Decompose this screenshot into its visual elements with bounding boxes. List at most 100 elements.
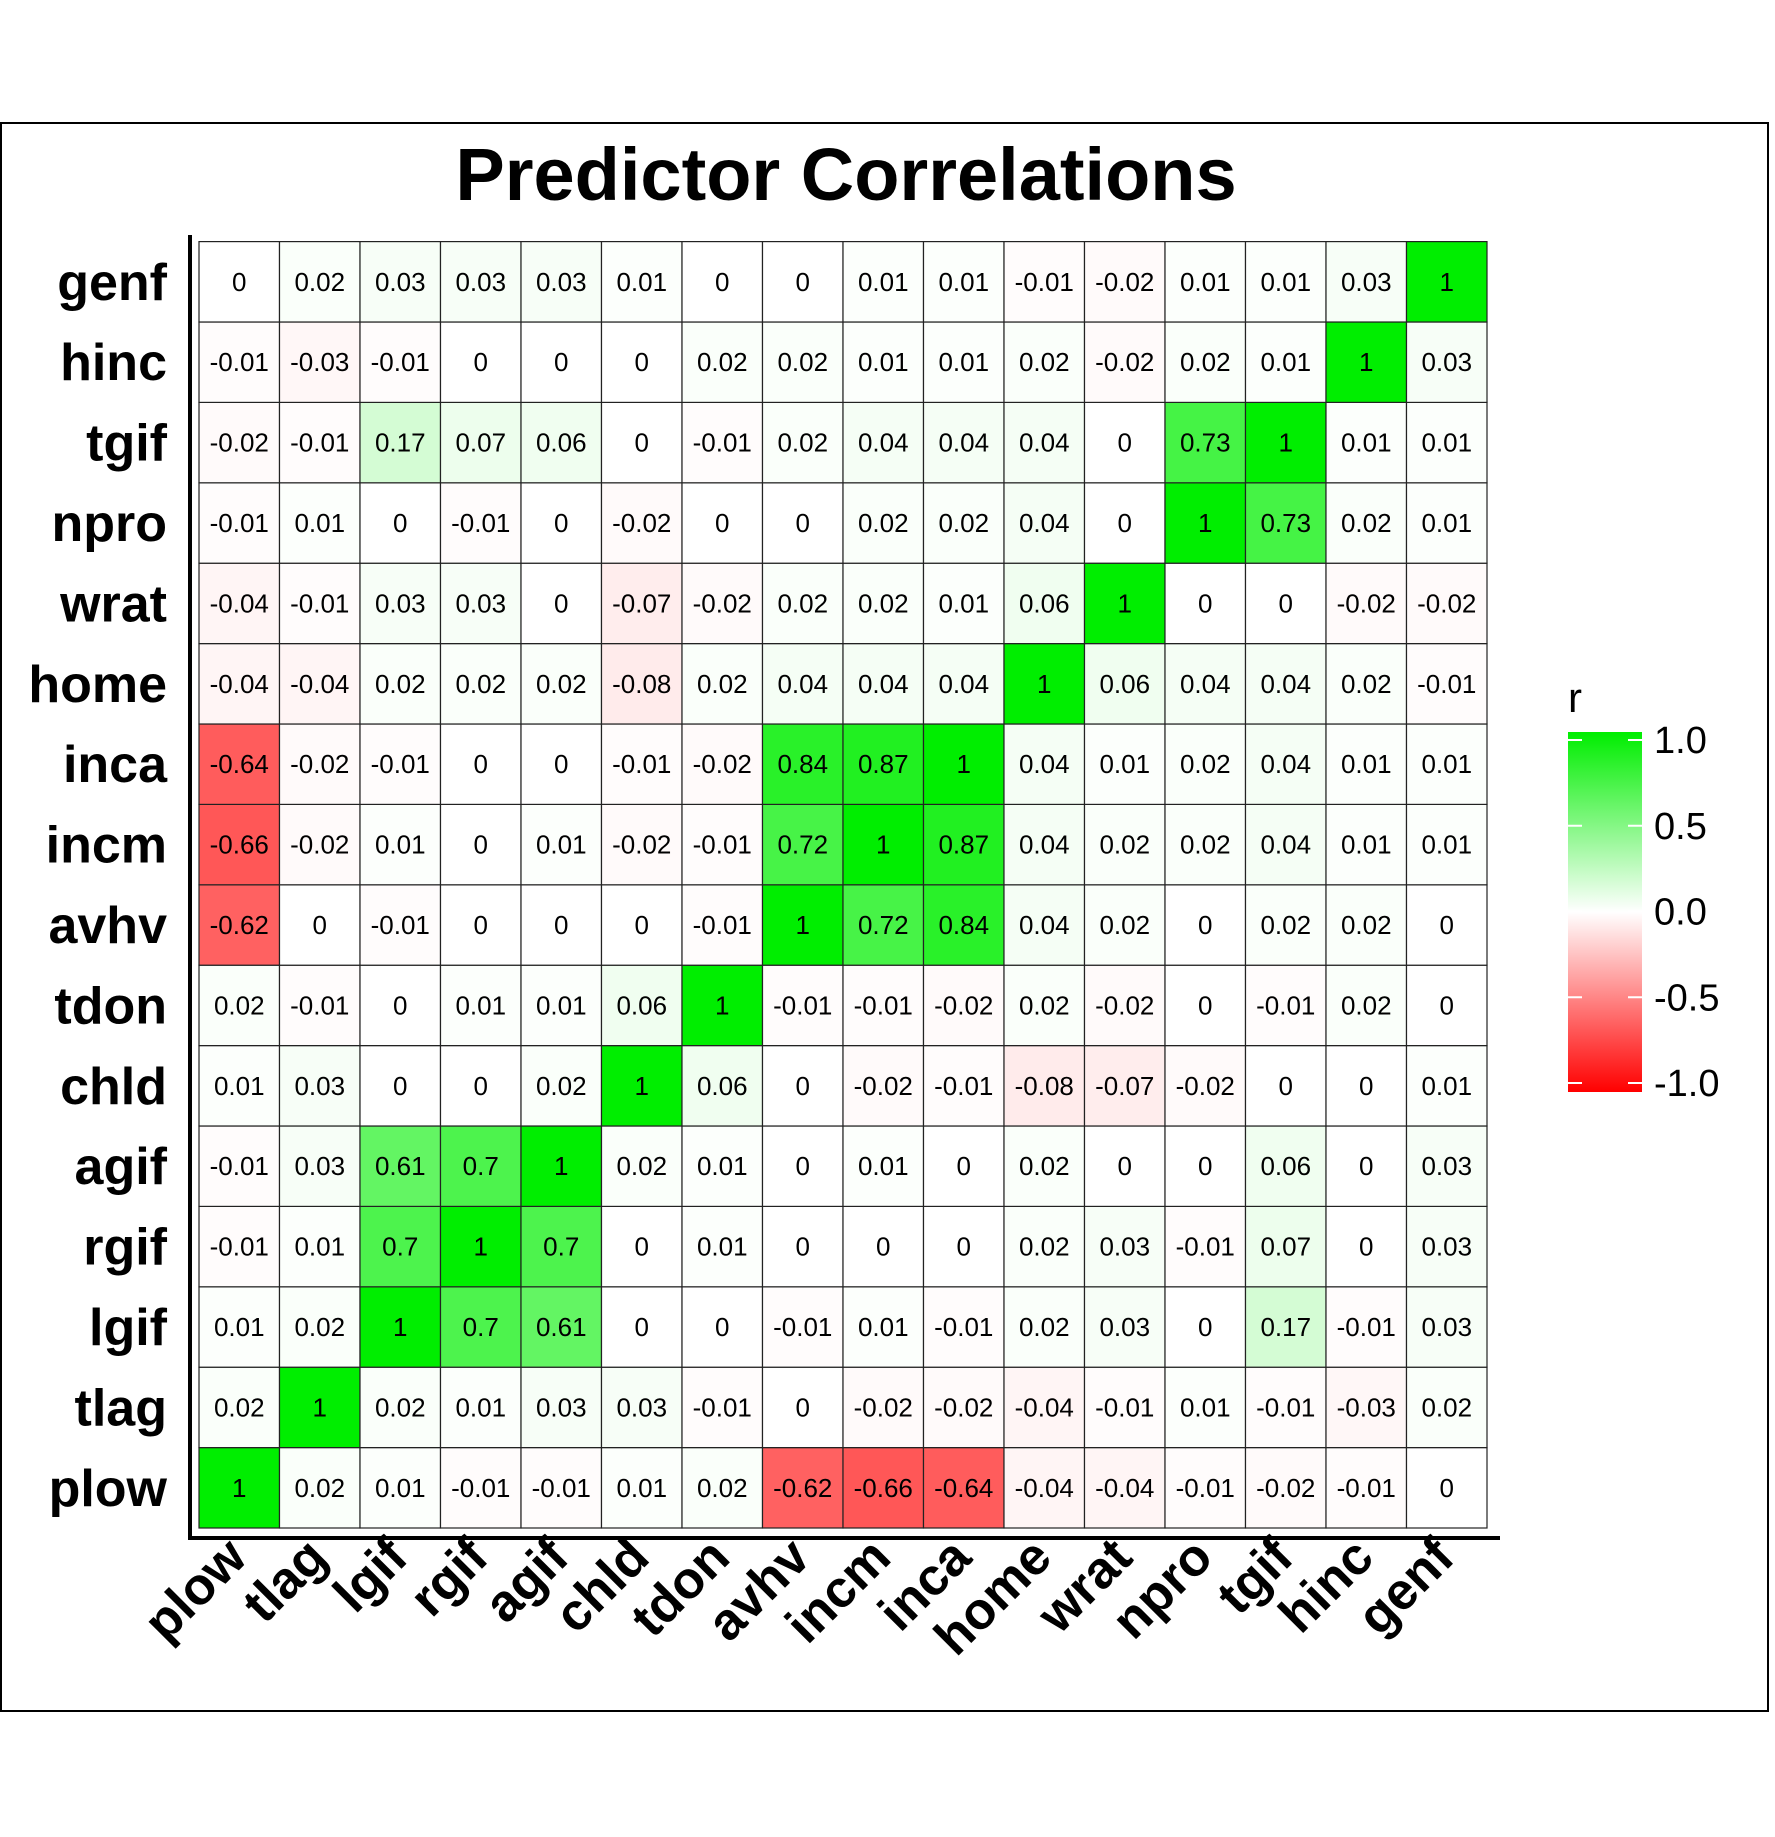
cell-value-label: 0.87: [938, 830, 989, 860]
cell-value-label: 0: [313, 910, 327, 940]
cell-value-label: -0.04: [1015, 1473, 1074, 1503]
cell-value-label: 0.17: [375, 428, 426, 458]
cell-value-label: 0.01: [938, 347, 989, 377]
heatmap-cell: [520, 723, 603, 806]
cell-value-label: 1: [1279, 428, 1293, 458]
heatmap-cell: [1083, 241, 1166, 323]
heatmap-cell: [842, 803, 925, 886]
heatmap-cell: [359, 803, 442, 886]
cell-value-label: 0.01: [1421, 830, 1472, 860]
cell-value-label: 0.01: [536, 830, 587, 860]
heatmap-cell: [520, 401, 603, 484]
heatmap-cell: [1083, 1286, 1166, 1368]
y-tick-label: tgif: [86, 415, 168, 473]
cell-value-label: 0: [1359, 1071, 1373, 1101]
cell-value-label: 0.61: [375, 1151, 426, 1181]
cell-value-label: 0.02: [1180, 347, 1231, 377]
cell-value-label: -0.02: [612, 830, 671, 860]
heatmap-cell: [198, 482, 281, 564]
cell-value-label: 0: [635, 1312, 649, 1342]
cell-value-label: -0.04: [290, 669, 349, 699]
cell-value-label: 0.01: [697, 1232, 748, 1262]
heatmap-cell: [1244, 1286, 1327, 1368]
cell-value-label: 0.04: [1019, 910, 1070, 940]
heatmap-cell: [681, 241, 764, 323]
cell-value-label: 0.02: [777, 347, 828, 377]
cell-value-label: 0: [796, 508, 810, 538]
heatmap-cell: [439, 241, 522, 323]
heatmap-cell: [1244, 1125, 1327, 1208]
cell-value-label: 0.01: [375, 1473, 426, 1503]
heatmap-cell: [359, 1125, 442, 1208]
cell-value-label: 0.02: [1421, 1392, 1472, 1422]
heatmap-cell: [1244, 1446, 1327, 1529]
cell-value-label: 0.06: [616, 990, 667, 1020]
heatmap-cell: [681, 723, 764, 806]
cell-value-label: 0: [232, 267, 246, 297]
heatmap-cell: [1405, 241, 1488, 323]
cell-value-label: 0.07: [455, 428, 506, 458]
cell-value-label: 0.02: [536, 1071, 587, 1101]
heatmap-cell: [922, 241, 1005, 323]
cell-value-label: 0: [1198, 588, 1212, 618]
heatmap-cell: [1083, 642, 1166, 725]
cell-value-label: 1: [1440, 267, 1454, 297]
heatmap-cell: [922, 803, 1005, 886]
heatmap-cell: [359, 723, 442, 806]
heatmap-cell: [1003, 1286, 1086, 1368]
cell-value-label: -0.01: [693, 910, 752, 940]
heatmap-cell: [439, 1044, 522, 1127]
heatmap-cell: [439, 562, 522, 645]
cell-value-label: -0.01: [934, 1071, 993, 1101]
heatmap-cell: [761, 723, 844, 806]
cell-value-label: -0.01: [1256, 990, 1315, 1020]
cell-value-label: 0: [1440, 910, 1454, 940]
heatmap-cell: [681, 401, 764, 484]
heatmap-cell: [359, 321, 442, 404]
cell-value-label: -0.01: [290, 588, 349, 618]
cell-value-label: 0.72: [858, 910, 909, 940]
cell-value-label: 0.02: [1341, 990, 1392, 1020]
heatmap-cell: [600, 884, 683, 966]
heatmap-cell: [1083, 321, 1166, 404]
cell-value-label: 0: [554, 347, 568, 377]
cell-value-label: 0.02: [777, 428, 828, 458]
heatmap-cell: [198, 884, 281, 966]
cell-value-label: 0.01: [858, 347, 909, 377]
y-tick-label: avhv: [48, 897, 167, 955]
cell-value-label: 0.02: [697, 1473, 748, 1503]
heatmap-cell: [278, 562, 361, 645]
heatmap-cell: [439, 401, 522, 484]
heatmap-cell: [842, 241, 925, 323]
heatmap-cell: [359, 241, 442, 323]
cell-value-label: 0.7: [543, 1232, 579, 1262]
heatmap-cell: [1003, 241, 1086, 323]
heatmap-cell: [198, 803, 281, 886]
heatmap-cell: [1083, 1366, 1166, 1449]
cell-value-label: 0.02: [697, 669, 748, 699]
heatmap-cell: [1164, 642, 1247, 725]
y-tick-label: plow: [49, 1460, 168, 1518]
cell-value-label: 0: [474, 749, 488, 779]
heatmap-cell: [520, 1286, 603, 1368]
heatmap-cell: [1405, 723, 1488, 806]
heatmap-cell: [681, 1044, 764, 1127]
heatmap-cell: [359, 1366, 442, 1449]
y-tick-label: incm: [46, 817, 167, 875]
heatmap-cell: [278, 642, 361, 725]
cell-value-label: 1: [635, 1071, 649, 1101]
cell-value-label: 0: [796, 1151, 810, 1181]
cell-value-label: -0.02: [1095, 990, 1154, 1020]
heatmap-cell: [1405, 1125, 1488, 1208]
heatmap-cell: [198, 1125, 281, 1208]
cell-value-label: 0.01: [858, 267, 909, 297]
cell-value-label: 0.04: [1019, 749, 1070, 779]
heatmap-cell: [1405, 1286, 1488, 1368]
heatmap-cell: [1164, 1446, 1247, 1529]
cell-value-label: 0.04: [1019, 830, 1070, 860]
cell-value-label: -0.01: [210, 508, 269, 538]
cell-value-label: -0.02: [1095, 347, 1154, 377]
cell-value-label: 0.04: [1019, 428, 1070, 458]
cell-value-label: 1: [554, 1151, 568, 1181]
heatmap-cell: [1325, 964, 1408, 1047]
